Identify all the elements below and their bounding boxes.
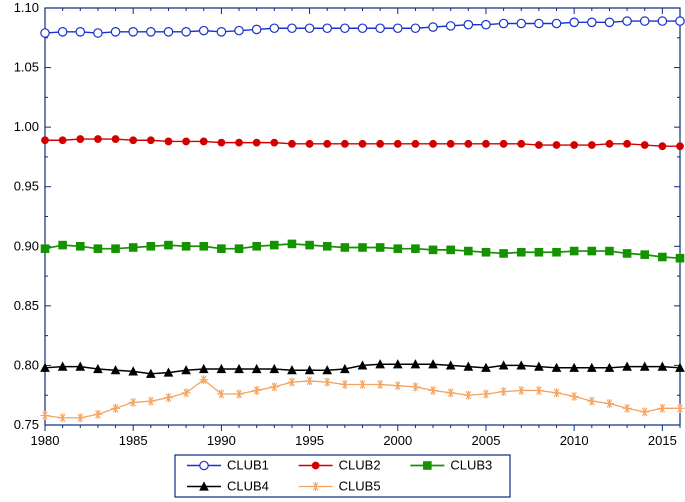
x-tick-label: 2000 <box>383 433 412 448</box>
y-tick-label: 0.85 <box>14 298 39 313</box>
x-tick-label: 2015 <box>648 433 677 448</box>
y-tick-label: 1.00 <box>14 119 39 134</box>
x-tick-label: 1985 <box>119 433 148 448</box>
legend-label: CLUB2 <box>339 458 381 473</box>
y-tick-label: 0.95 <box>14 179 39 194</box>
y-tick-label: 0.90 <box>14 238 39 253</box>
x-tick-label: 2005 <box>472 433 501 448</box>
legend-label: CLUB5 <box>339 479 381 494</box>
x-tick-label: 2010 <box>560 433 589 448</box>
y-tick-label: 0.80 <box>14 357 39 372</box>
club-chart: 0.75 0.80 0.85 0.90 0.95 1.00 1.05 1.10 1980 1985… <box>0 0 685 502</box>
y-tick-label: 1.05 <box>14 60 39 75</box>
legend-label: CLUB3 <box>450 458 492 473</box>
y-tick-label: 1.10 <box>14 0 39 15</box>
x-tick-label: 1980 <box>31 433 60 448</box>
x-tick-label: 1990 <box>207 433 236 448</box>
legend-label: CLUB4 <box>227 479 269 494</box>
y-tick-label: 0.75 <box>14 417 39 432</box>
x-tick-label: 1995 <box>295 433 324 448</box>
chart-svg: 0.75 0.80 0.85 0.90 0.95 1.00 1.05 1.10 1980 1985… <box>0 0 685 502</box>
legend-label: CLUB1 <box>227 458 269 473</box>
